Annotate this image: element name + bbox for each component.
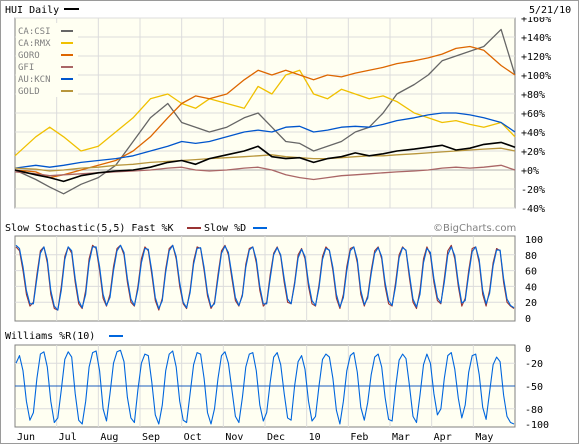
y-tick-label: 0 — [525, 314, 531, 325]
legend-box — [16, 23, 78, 97]
y-tick-label: 60 — [525, 267, 537, 278]
legend-label: GFI — [18, 63, 34, 73]
x-tick-label: Dec — [267, 432, 285, 443]
y-tick-label: 0 — [525, 344, 531, 355]
series-line-gold — [14, 147, 516, 172]
series-line-ca-rmx — [14, 69, 516, 157]
y-tick-label: +80% — [521, 90, 545, 101]
y-tick-label: +20% — [521, 147, 545, 158]
y-tick-label: +40% — [521, 128, 545, 139]
series-line-au-kcn — [14, 112, 516, 169]
legend-label: CA:RMX — [18, 39, 51, 49]
x-tick-label: 10 — [309, 432, 321, 443]
x-tick-label: Sep — [142, 432, 160, 443]
williams-title: Williams %R(10) — [5, 331, 95, 342]
series-line-hui — [14, 141, 516, 183]
legend-label: GOLD — [18, 87, 40, 97]
y-tick-label: +160% — [521, 14, 551, 25]
y-tick-label: 20 — [525, 298, 537, 309]
y-tick-label: +120% — [521, 52, 551, 63]
x-tick-label: Mar — [392, 432, 410, 443]
main-header-box — [2, 2, 577, 17]
y-tick-label: 40 — [525, 282, 537, 293]
y-tick-label: -80 — [525, 405, 543, 416]
x-tick-label: Feb — [350, 432, 368, 443]
y-tick-label: -20% — [521, 185, 545, 196]
stochastic-title-2: Slow %D — [204, 223, 246, 234]
series-line-goro — [14, 45, 516, 179]
watermark: ©BigCharts.com — [433, 223, 516, 234]
y-tick-label: 100 — [525, 235, 543, 246]
williams-grid — [15, 345, 515, 427]
main-title: HUI Daily — [5, 5, 59, 16]
stochastic-y-ticks: 100 80 60 40 20 0 — [525, 235, 543, 325]
stochastic-grid — [15, 236, 515, 321]
x-tick-label: Jul — [59, 432, 77, 443]
stochastic-line-slow--d — [15, 244, 515, 311]
x-tick-label: Apr — [434, 432, 452, 443]
legend-label: CA:CSI — [18, 27, 51, 37]
williams-header-box — [2, 328, 577, 342]
main-legend: CA:CSI CA:RMX GORO GFI AU:KCN GOLD — [16, 23, 78, 97]
y-tick-label: -100 — [525, 420, 549, 431]
x-tick-label: Oct — [184, 432, 202, 443]
stochastic-header-box — [2, 220, 577, 234]
x-tick-label: Nov — [225, 432, 243, 443]
x-axis-labels: Jun Jul Aug Sep Oct Nov Dec 10 Feb Mar Apr May — [17, 432, 493, 443]
legend-label: GORO — [18, 51, 40, 61]
main-lines — [14, 28, 516, 195]
x-tick-label: Jun — [17, 432, 35, 443]
stochastic-title: Slow Stochastic(5,5) Fast %K — [5, 223, 174, 234]
y-tick-label: +140% — [521, 33, 551, 44]
williams-y-ticks: 0 -20 -50 -80 -100 — [525, 344, 549, 431]
main-y-ticks: +160% +140% +120% +100% +80% +60% +40% +20% +0% -… — [521, 14, 551, 215]
williams-lines — [15, 349, 515, 425]
y-tick-label: -40% — [521, 204, 545, 215]
stochastic-lines — [15, 244, 515, 311]
williams-line — [15, 349, 515, 425]
y-tick-label: +0% — [521, 166, 539, 177]
y-tick-label: +60% — [521, 109, 545, 120]
x-tick-label: May — [475, 432, 493, 443]
y-tick-label: +100% — [521, 71, 551, 82]
y-tick-label: -20 — [525, 359, 543, 370]
y-tick-label: 80 — [525, 251, 537, 262]
x-tick-label: Aug — [100, 432, 118, 443]
y-tick-label: -50 — [525, 382, 543, 393]
legend-label: AU:KCN — [18, 75, 51, 85]
date-label: 5/21/10 — [529, 5, 571, 16]
